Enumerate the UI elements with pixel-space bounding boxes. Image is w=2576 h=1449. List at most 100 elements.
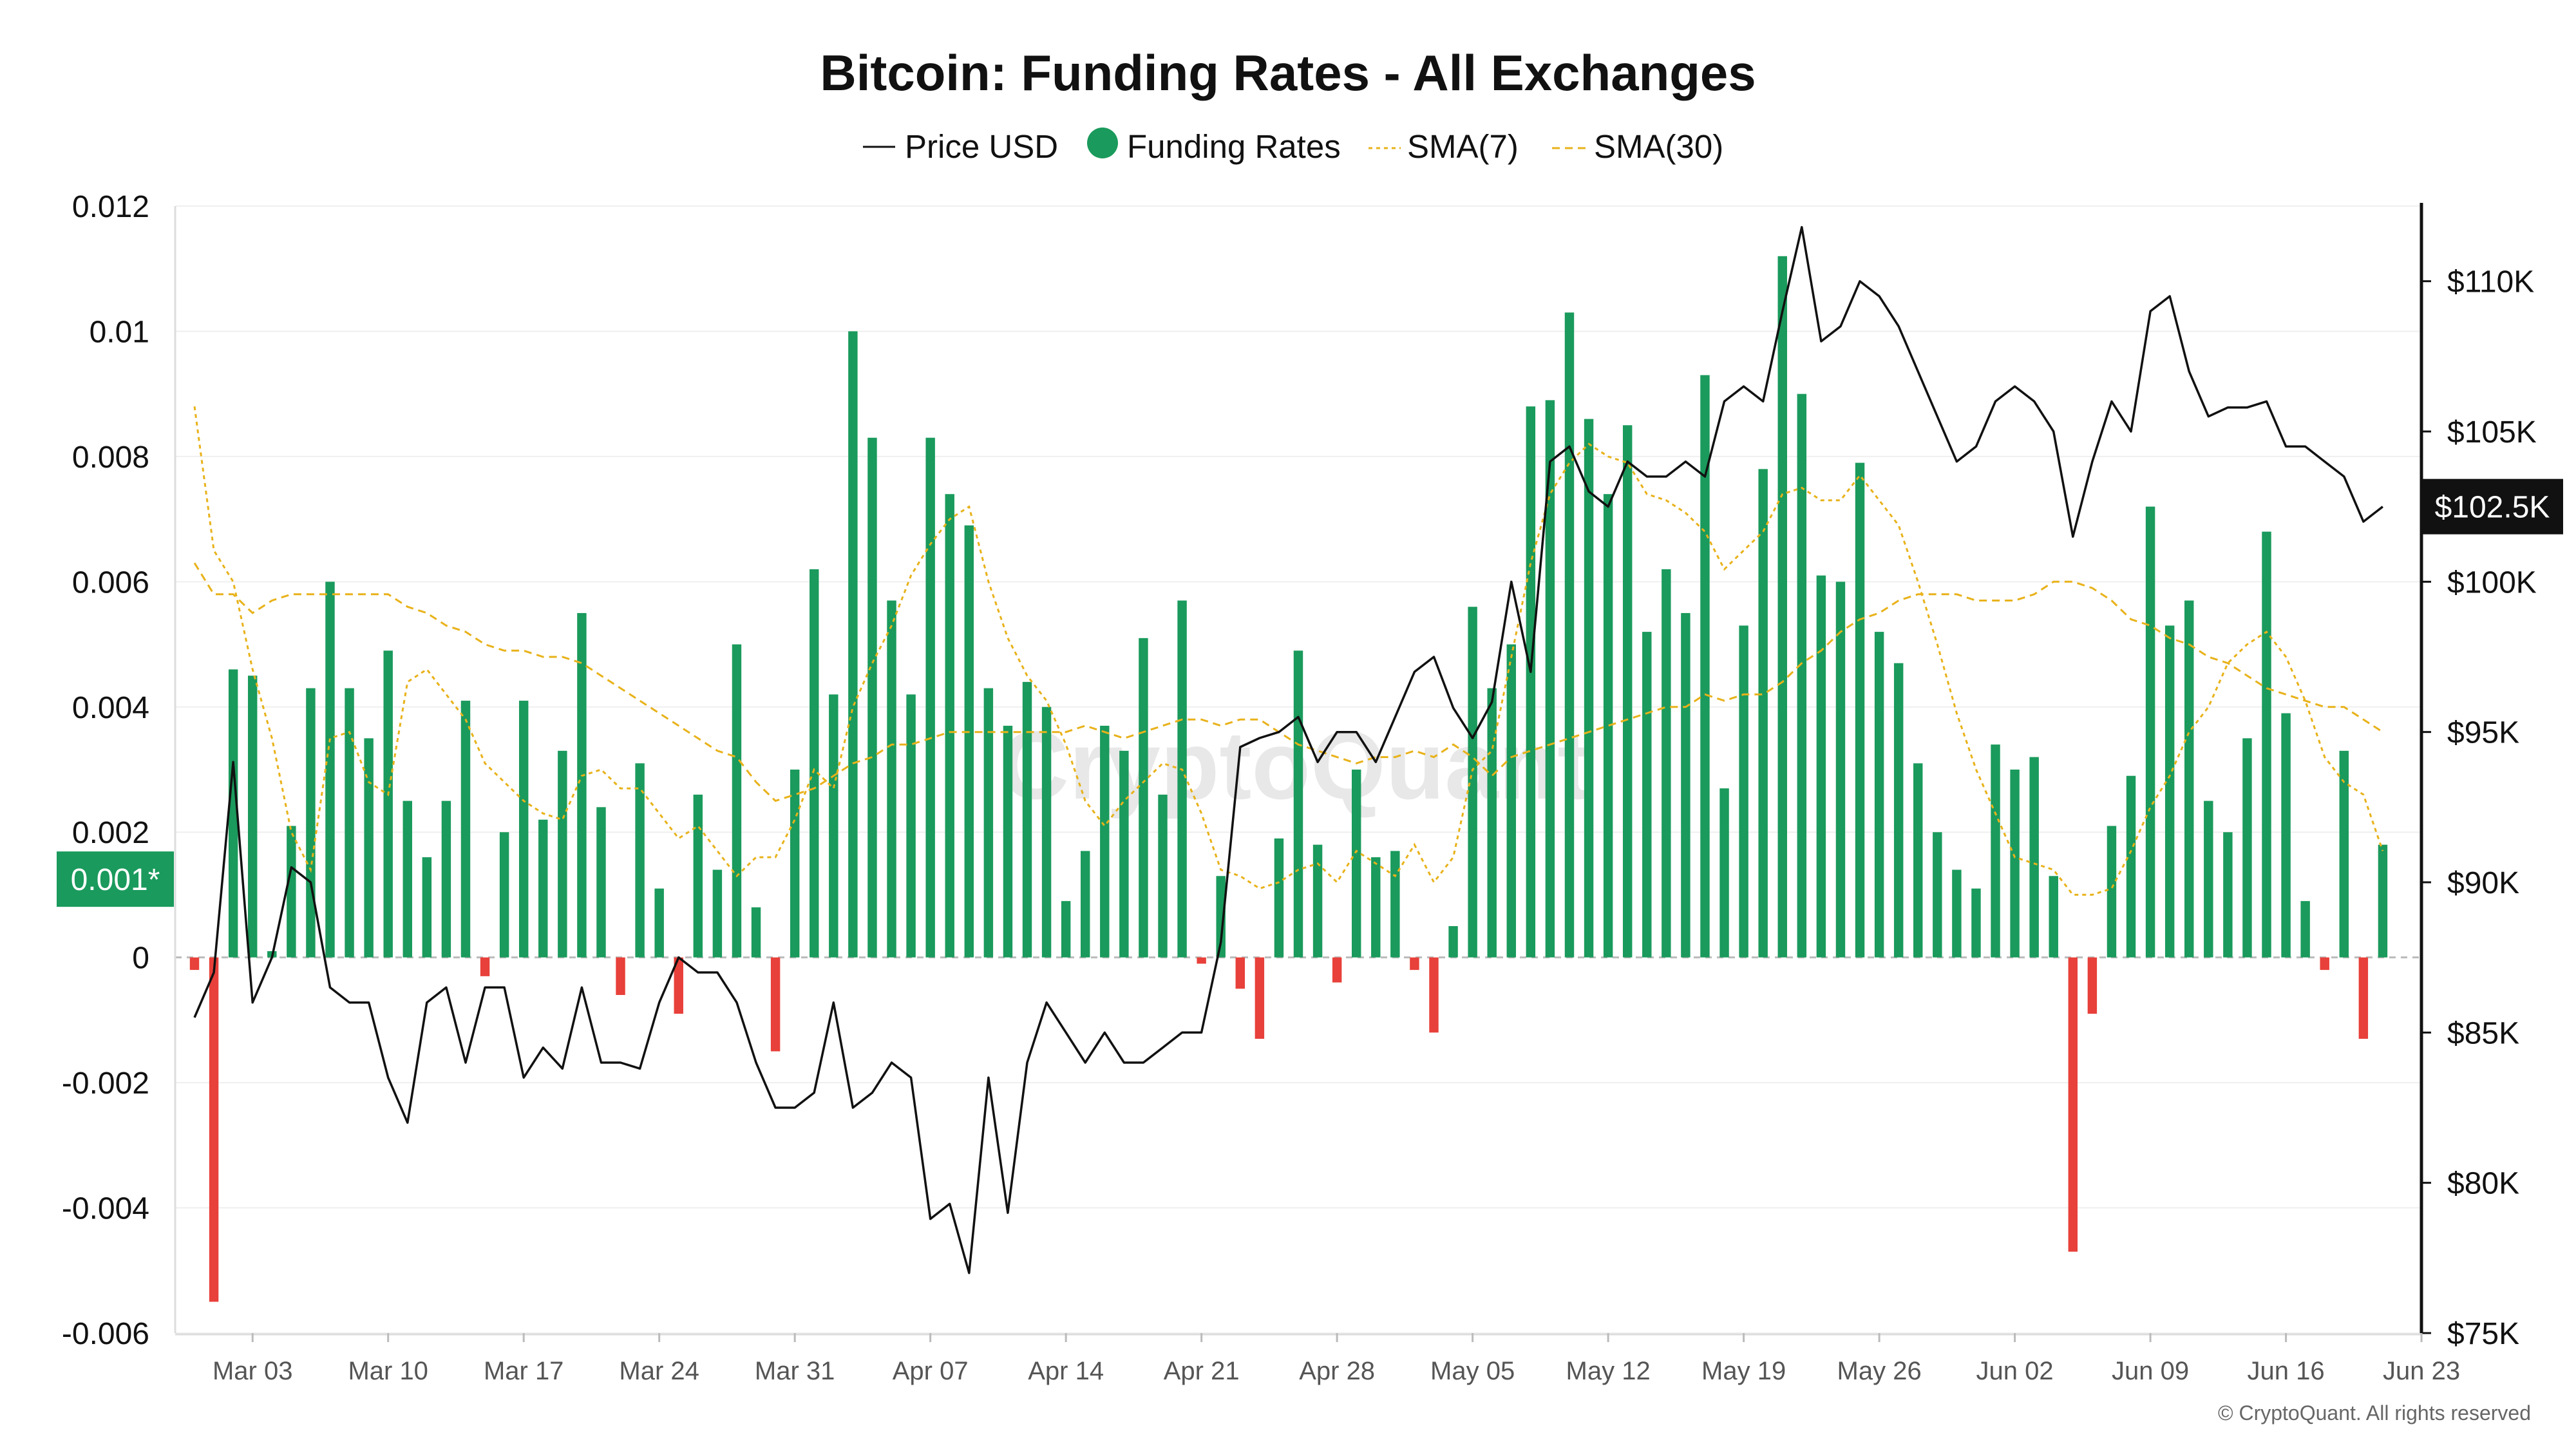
funding-bar	[1139, 638, 1148, 958]
funding-bar	[2242, 738, 2252, 958]
funding-bar	[209, 957, 219, 1302]
funding-bar	[518, 701, 529, 958]
funding-bar	[2049, 876, 2058, 958]
current-funding-badge: 0.001*	[57, 851, 174, 907]
funding-bar	[1410, 957, 1419, 971]
funding-bar	[1061, 901, 1071, 958]
funding-bar	[2281, 713, 2291, 958]
funding-bar	[1933, 832, 1942, 958]
funding-bar	[1100, 725, 1110, 958]
funding-bar	[1274, 838, 1284, 958]
funding-bar	[848, 331, 858, 958]
funding-bar	[1312, 844, 1323, 958]
funding-bar	[383, 650, 393, 958]
legend: Price USD Funding Rates SMA(7) SMA(30)	[863, 128, 1723, 165]
funding-bar	[2164, 625, 2175, 958]
funding-bar	[635, 763, 645, 958]
funding-bar	[1506, 644, 1516, 958]
funding-bar	[654, 888, 664, 958]
legend-sma7-label: SMA(7)	[1407, 128, 1519, 165]
funding-bar	[1758, 469, 1768, 958]
x-tick-label: Jun 02	[1976, 1357, 2054, 1385]
funding-bar	[770, 957, 781, 1052]
funding-bar	[325, 582, 335, 958]
funding-bar	[1041, 706, 1052, 958]
funding-bar	[441, 800, 451, 958]
current-funding-badge-bg	[57, 851, 174, 907]
funding-bar	[1216, 876, 1226, 958]
x-tick-label: May 19	[1701, 1357, 1786, 1385]
funding-bar	[1177, 600, 1187, 958]
funding-bar	[1371, 857, 1381, 958]
funding-bar	[538, 819, 548, 958]
funding-bar	[1584, 419, 1594, 958]
funding-bar	[422, 857, 432, 958]
funding-bar	[925, 437, 935, 958]
funding-bar	[1971, 888, 1981, 958]
funding-bar	[2029, 757, 2039, 958]
funding-bar	[867, 437, 877, 958]
funding-bar	[1855, 462, 1865, 958]
funding-bar	[1700, 375, 1710, 958]
legend-sma30-label: SMA(30)	[1594, 128, 1723, 165]
x-tick-label: Mar 17	[484, 1357, 564, 1385]
funding-bar	[1255, 957, 1265, 1039]
funding-bar	[1293, 650, 1303, 958]
funding-bars	[189, 256, 2388, 1302]
x-tick-label: Jun 16	[2248, 1357, 2325, 1385]
funding-bar	[499, 832, 509, 958]
axes	[174, 203, 2423, 1336]
x-tick-label: Apr 21	[1164, 1357, 1240, 1385]
funding-bar	[2358, 957, 2369, 1039]
x-tick-label: Apr 28	[1299, 1357, 1375, 1385]
x-tick-label: May 12	[1566, 1357, 1651, 1385]
current-funding-badge-label: 0.001*	[71, 863, 160, 897]
sma30-line	[193, 562, 2383, 802]
funding-bar	[345, 688, 354, 958]
funding-bar	[228, 669, 238, 958]
funding-bar	[693, 794, 703, 958]
funding-bar	[1468, 607, 1477, 958]
x-tick-label: Mar 10	[348, 1357, 428, 1385]
grid	[175, 205, 2421, 1334]
y-right-tick-label: $95K	[2447, 716, 2519, 750]
y-right-tick-label: $85K	[2447, 1016, 2519, 1050]
funding-bar	[1681, 612, 1690, 958]
funding-bar	[1487, 688, 1497, 958]
funding-bar	[460, 701, 471, 958]
funding-bar	[1197, 957, 1206, 964]
funding-bar	[2320, 957, 2329, 971]
funding-bar	[1003, 725, 1013, 958]
funding-bar	[1622, 425, 1633, 958]
y-left-tick-label: 0.002	[72, 816, 149, 850]
funding-bar	[306, 688, 316, 958]
funding-bar	[887, 600, 896, 958]
funding-bar	[2087, 957, 2098, 1014]
funding-bar	[2068, 957, 2078, 1252]
funding-bar	[1545, 400, 1555, 958]
y-left-tick-label: 0.008	[72, 440, 149, 475]
funding-bar	[2204, 800, 2213, 958]
funding-bar	[810, 569, 819, 958]
current-price-badge-label: $102.5K	[2435, 491, 2550, 525]
y-left-tick-label: 0.01	[90, 315, 149, 349]
funding-bar	[1662, 569, 1671, 958]
legend-price-label: Price USD	[905, 128, 1058, 165]
x-tick-label: Jun 23	[2383, 1357, 2460, 1385]
funding-bar	[1564, 312, 1575, 958]
funding-bar	[1952, 869, 1962, 958]
y-left-tick-label: 0.006	[72, 565, 149, 600]
funding-bar	[1797, 393, 1807, 958]
price-line	[193, 225, 2383, 1274]
funding-bar	[1081, 851, 1090, 958]
funding-bar	[402, 800, 412, 958]
funding-bar	[1913, 763, 1923, 958]
funding-bar	[712, 869, 723, 958]
copyright-notice: © CryptoQuant. All rights reserved	[2218, 1401, 2531, 1425]
funding-bar	[2184, 600, 2194, 958]
funding-bar	[829, 694, 838, 958]
y-left-tick-label: 0.012	[72, 190, 149, 224]
funding-bar	[1390, 851, 1400, 958]
